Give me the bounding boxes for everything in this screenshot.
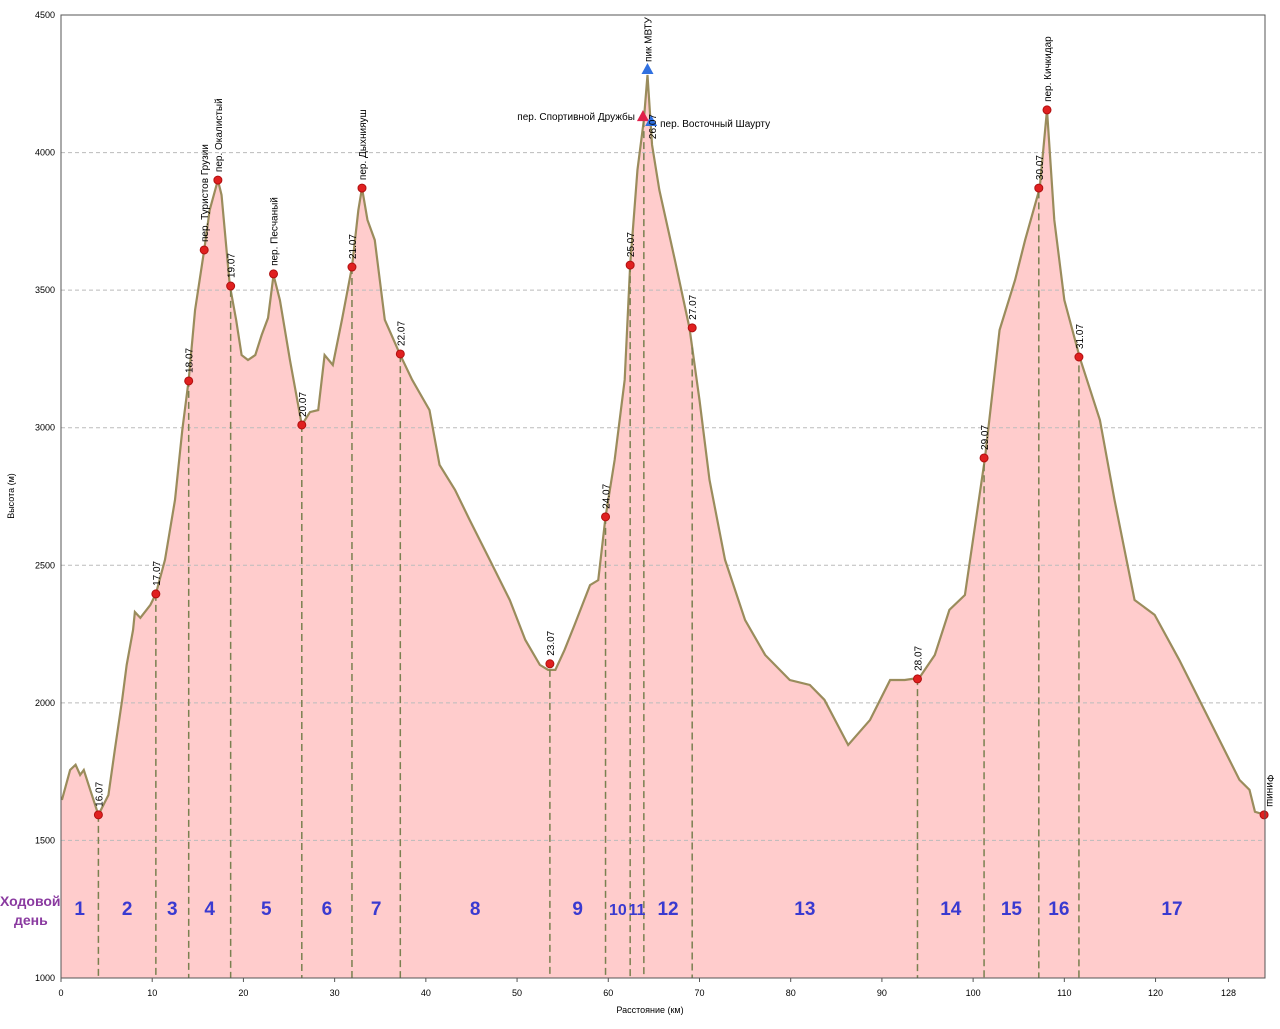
marker [645, 115, 658, 127]
marker-label: пер. Дыхнияуш [358, 109, 369, 180]
marker-label: 30.07 [1035, 155, 1046, 180]
area-fill [61, 74, 1265, 978]
marker-label: 29.07 [980, 425, 991, 450]
marker [213, 175, 223, 185]
day-number: 13 [794, 899, 815, 920]
x-tick-label: 40 [421, 988, 431, 998]
day-number: 8 [470, 899, 481, 920]
marker [1259, 810, 1269, 820]
marker [687, 323, 697, 333]
plot-frame [60, 14, 1266, 979]
day-number: 16 [1048, 899, 1069, 920]
marker [357, 183, 367, 193]
marker [1042, 105, 1052, 115]
day-number: 5 [261, 899, 272, 920]
marker-label: 19.07 [227, 253, 238, 278]
x-tick-label: 100 [966, 988, 981, 998]
marker [269, 269, 279, 279]
marker-label: 21.07 [348, 234, 359, 259]
marker [601, 512, 611, 522]
marker-label: пер. Песчаный [270, 197, 281, 266]
x-tick-label: 120 [1148, 988, 1163, 998]
marker-label: 28.07 [913, 645, 924, 670]
x-tick-label: 128 [1221, 988, 1236, 998]
x-tick-label: 0 [58, 988, 63, 998]
marker-label: пер. Спортивной Дружбы [517, 111, 635, 123]
marker [347, 262, 357, 272]
marker-label: пер. Окалистый [214, 98, 225, 172]
days-title: Ходовой [0, 893, 61, 909]
day-number: 17 [1161, 899, 1182, 920]
x-axis-label: Расстояние (км) [616, 1005, 683, 1015]
day-number: 1 [74, 899, 85, 920]
y-tick-label: 1000 [35, 973, 55, 983]
y-tick-label: 2000 [35, 698, 55, 708]
x-tick-label: 10 [147, 988, 157, 998]
day-number: 14 [940, 899, 962, 920]
marker-label: Финиш [1264, 775, 1275, 807]
marker [545, 659, 555, 669]
day-number: 10 [609, 902, 627, 919]
marker [625, 260, 635, 270]
x-tick-label: 20 [238, 988, 248, 998]
marker [93, 810, 103, 820]
marker [297, 420, 307, 430]
marker-label: 17.07 [152, 560, 163, 585]
marker-label: 31.07 [1075, 324, 1086, 349]
y-tick-label: 4000 [35, 148, 55, 158]
marker-label: 24.07 [602, 483, 613, 508]
marker [641, 63, 654, 75]
x-tick-label: 80 [786, 988, 796, 998]
day-number: 4 [204, 899, 215, 920]
marker-label: 23.07 [546, 630, 557, 655]
x-tick-label: 60 [603, 988, 613, 998]
day-number: 12 [657, 899, 678, 920]
x-tick-label: 110 [1057, 988, 1071, 998]
days-title: день [14, 912, 48, 928]
marker-label: 27.07 [688, 294, 699, 319]
marker-label: 26.07 [648, 114, 659, 139]
marker-label: 16.07 [94, 781, 105, 806]
day-number: 2 [122, 899, 133, 920]
day-number: 9 [572, 899, 583, 920]
day-number: 7 [371, 899, 382, 920]
marker [226, 281, 236, 291]
marker-label: пер. Восточный Шаурту [660, 119, 770, 130]
y-tick-label: 3000 [35, 423, 55, 433]
y-tick-label: 4500 [35, 10, 55, 20]
marker [199, 245, 209, 255]
marker-label: пер. Туристов Грузии [200, 144, 211, 242]
x-tick-label: 50 [512, 988, 522, 998]
profile-line [60, 74, 1266, 818]
day-number: 11 [629, 902, 646, 919]
marker [395, 349, 405, 359]
marker [151, 589, 161, 599]
y-tick-label: 2500 [35, 560, 55, 570]
marker-label: пик МВТУ [643, 16, 654, 62]
marker-label: 25.07 [626, 232, 637, 257]
x-tick-label: 90 [877, 988, 887, 998]
marker [979, 453, 989, 463]
marker-label: 18.07 [185, 347, 196, 372]
marker-label: 22.07 [396, 321, 407, 346]
marker [636, 110, 649, 122]
day-number: 3 [167, 899, 178, 920]
x-tick-label: 70 [694, 988, 704, 998]
marker [912, 674, 922, 684]
day-number: 15 [1001, 899, 1023, 920]
marker-label: 20.07 [298, 391, 309, 416]
y-tick-label: 1500 [35, 835, 55, 845]
marker [1074, 352, 1084, 362]
x-tick-label: 30 [330, 988, 340, 998]
marker [184, 376, 194, 386]
marker [1034, 183, 1044, 193]
y-axis-label: Высота (м) [6, 473, 16, 519]
y-tick-label: 3500 [35, 285, 55, 295]
marker-label: пер. Кичкидар [1043, 36, 1054, 102]
day-number: 6 [322, 899, 333, 920]
